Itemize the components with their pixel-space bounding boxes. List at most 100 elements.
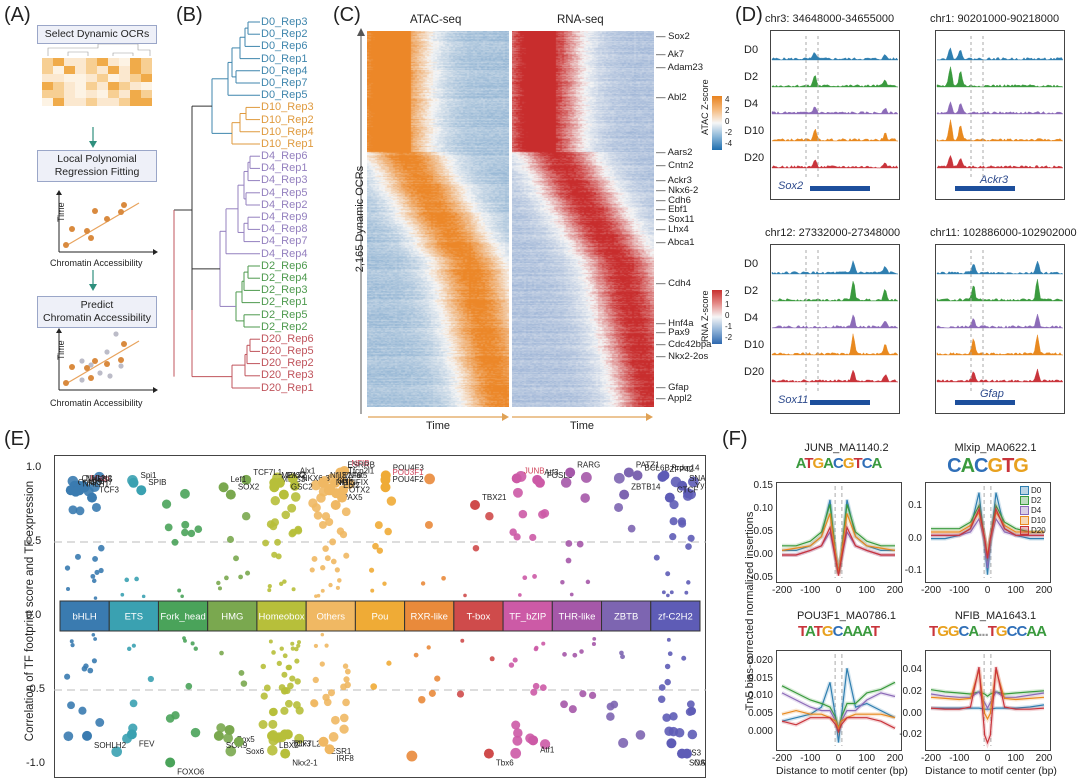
tf-point <box>344 681 351 689</box>
mini-heatmap-cell <box>141 98 152 106</box>
tf-label: Dlx3 <box>295 739 312 748</box>
tf-point <box>161 499 172 509</box>
mini-heatmap-cell <box>86 74 97 82</box>
tf-point <box>98 567 104 574</box>
tf-point <box>665 571 671 577</box>
panel-b-label: (B) <box>176 4 203 26</box>
tf-point <box>529 533 537 542</box>
tf-point <box>75 506 85 516</box>
tf-point <box>368 567 375 573</box>
tf-point <box>267 588 272 593</box>
mini-heatmap-cell <box>130 58 141 66</box>
f-x-label: Distance to motif center (bp) <box>925 765 1057 777</box>
tf-label: Mlxip <box>91 474 110 483</box>
tf-point <box>328 582 333 588</box>
tf-point <box>579 649 584 654</box>
tf-point <box>83 663 89 669</box>
legend-label: D2 <box>1031 496 1042 505</box>
tf-label: SRF <box>337 477 353 486</box>
tf-point <box>240 680 248 687</box>
mini-heatmap-cell <box>141 90 152 98</box>
tf-point <box>619 650 624 656</box>
tf-point <box>664 678 671 686</box>
tf-point <box>530 688 538 696</box>
heatmap-y-label: 2,165 Dynamic OCRs <box>354 165 366 273</box>
locus-track-box <box>770 244 900 414</box>
timepoint-label: D0 <box>744 44 759 56</box>
tf-point <box>90 573 96 579</box>
dendrogram-leaf: D4_Rep6 <box>261 150 308 163</box>
tf-point <box>281 510 291 520</box>
time-label-right: Time <box>570 420 595 432</box>
step3-line1: Predict <box>80 299 114 311</box>
tf-label: FOSL1 <box>547 471 573 480</box>
tf-point <box>94 569 100 575</box>
dendrogram-leaf: D20_Rep5 <box>261 345 314 358</box>
legend-swatch <box>1020 496 1029 506</box>
mini-heatmap-cell <box>86 58 97 66</box>
tf-point <box>290 646 296 651</box>
labeled-tf-point <box>664 492 675 503</box>
tf-point <box>226 535 235 543</box>
motif-title: NFIB_MA1643.1 <box>954 610 1037 622</box>
tf-point <box>376 547 384 554</box>
dendrogram <box>173 21 260 389</box>
e-y-tick: -1.0 <box>26 757 45 769</box>
tf-point <box>134 576 139 582</box>
mini-heatmap-cell <box>75 82 86 90</box>
footprint-plot <box>776 650 902 751</box>
tf-point <box>370 588 375 593</box>
tf-point <box>258 719 268 729</box>
tf-point <box>296 643 301 648</box>
tf-point <box>268 719 278 729</box>
step-predict: Predict Chromatin Accessibility <box>37 296 157 328</box>
tf-point <box>91 658 97 664</box>
tf-label: Ebf2 <box>343 481 360 490</box>
mini-heatmap-cell <box>130 74 141 82</box>
tf-point <box>540 508 550 518</box>
tf-label: OSR2 <box>694 759 706 768</box>
gene-model <box>955 400 1015 405</box>
mini-heatmap-cell <box>141 82 152 90</box>
tf-point <box>279 646 284 651</box>
tf-label: JUNB <box>524 466 545 475</box>
footprint-plot <box>776 482 902 583</box>
tf-point <box>635 730 646 740</box>
motif-title: JUNB_MA1140.2 <box>804 442 889 454</box>
gene-name: Sox2 <box>778 180 804 192</box>
tf-point <box>180 594 184 599</box>
y-axis-time-2: Time <box>56 340 66 360</box>
gene-name: Ackr3 <box>980 174 1009 186</box>
gene-model <box>810 400 870 405</box>
locus-coordinate: chr11: 102886000-102902000 <box>930 227 1077 239</box>
atac-legend-tick: 2 <box>725 106 730 115</box>
atac-colorbar <box>712 96 722 150</box>
labeled-tf-point <box>380 482 391 493</box>
tf-point <box>287 682 294 690</box>
mini-heatmap-cell <box>130 98 141 106</box>
tf-point <box>588 691 597 700</box>
mini-heatmap-cell <box>64 90 75 98</box>
tf-point <box>310 699 319 708</box>
tf-label: PAX2 <box>287 471 307 480</box>
tf-point <box>667 651 673 657</box>
tf-point <box>585 579 591 585</box>
f-x-tick: -100 <box>949 585 970 596</box>
dendrogram-leaf: D10_Rep3 <box>261 101 314 114</box>
timepoint-label: D0 <box>744 258 759 270</box>
tf-label: HES5 <box>92 475 113 484</box>
tf-label: Nfil3/Nfat5 <box>330 471 368 480</box>
tf-label: LBX2 <box>279 741 299 750</box>
tf-point <box>591 641 596 647</box>
legend-swatch <box>1020 516 1029 526</box>
mini-heatmap-cell <box>97 90 108 98</box>
accessibility-track <box>936 66 1064 88</box>
tf-point <box>426 645 431 650</box>
gene-label: — Cdh4 <box>656 278 691 289</box>
accessibility-track <box>936 313 1064 329</box>
dendrogram-leaf: D4_Rep8 <box>261 223 308 236</box>
labeled-tf-point <box>282 729 293 740</box>
tf-point <box>98 544 105 552</box>
mini-heatmap-cell <box>141 66 152 74</box>
f-y-tick: 0.005 <box>747 708 773 720</box>
